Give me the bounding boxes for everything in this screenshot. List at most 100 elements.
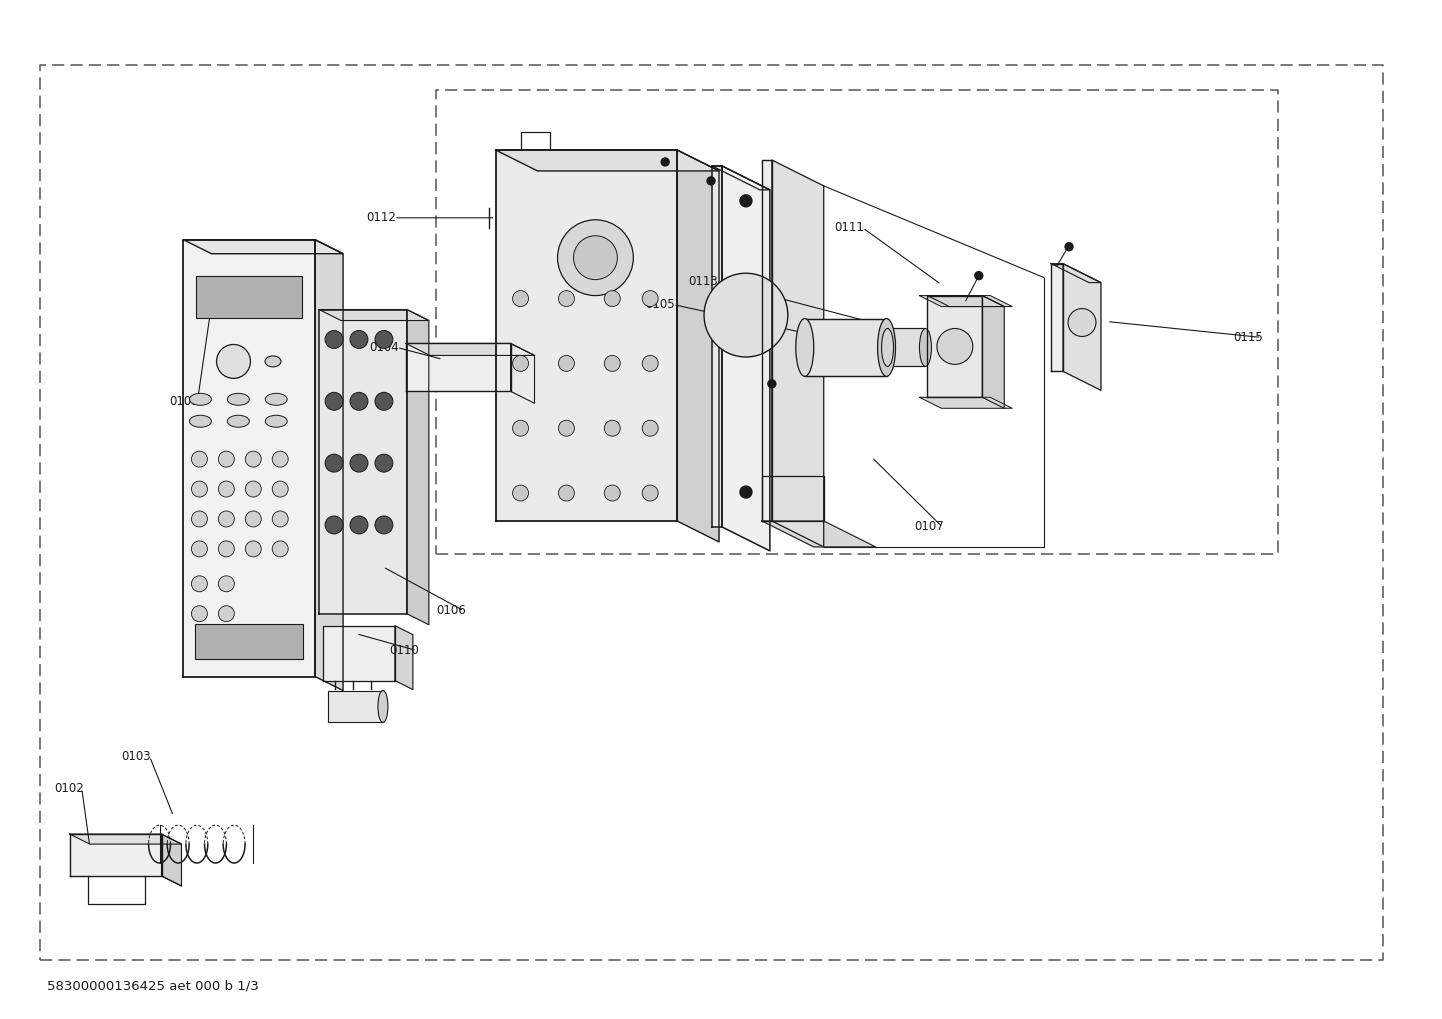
- Polygon shape: [162, 835, 182, 886]
- Circle shape: [512, 420, 529, 436]
- Circle shape: [662, 158, 669, 166]
- Polygon shape: [496, 150, 678, 521]
- Polygon shape: [920, 397, 1012, 409]
- Ellipse shape: [265, 356, 281, 367]
- Ellipse shape: [265, 416, 287, 427]
- Circle shape: [192, 451, 208, 467]
- Circle shape: [216, 344, 251, 378]
- Circle shape: [192, 576, 208, 592]
- Text: 0106: 0106: [435, 604, 466, 618]
- Circle shape: [350, 330, 368, 348]
- Circle shape: [604, 356, 620, 371]
- Circle shape: [512, 290, 529, 307]
- Text: 58300000136425 aet 000 b 1/3: 58300000136425 aet 000 b 1/3: [46, 979, 258, 993]
- Polygon shape: [407, 310, 428, 625]
- Polygon shape: [69, 835, 182, 844]
- Polygon shape: [1051, 264, 1063, 371]
- Polygon shape: [405, 343, 535, 356]
- Polygon shape: [712, 166, 722, 527]
- Circle shape: [707, 177, 715, 184]
- Polygon shape: [982, 296, 1004, 409]
- Polygon shape: [678, 150, 720, 542]
- Circle shape: [375, 454, 392, 472]
- Text: 0105: 0105: [645, 299, 675, 311]
- Circle shape: [642, 356, 658, 371]
- Circle shape: [769, 380, 776, 388]
- Text: 0102: 0102: [53, 782, 84, 795]
- Circle shape: [558, 420, 574, 436]
- Polygon shape: [927, 296, 982, 397]
- Ellipse shape: [878, 319, 895, 376]
- Ellipse shape: [881, 328, 894, 367]
- Circle shape: [1069, 309, 1096, 336]
- Circle shape: [324, 516, 343, 534]
- Circle shape: [273, 511, 288, 527]
- Ellipse shape: [189, 393, 212, 406]
- Ellipse shape: [228, 393, 249, 406]
- Circle shape: [218, 541, 235, 556]
- Circle shape: [218, 481, 235, 497]
- Circle shape: [604, 290, 620, 307]
- Circle shape: [604, 485, 620, 501]
- Circle shape: [192, 605, 208, 622]
- Polygon shape: [69, 835, 162, 876]
- Circle shape: [558, 290, 574, 307]
- Polygon shape: [722, 166, 770, 551]
- Polygon shape: [927, 296, 1004, 307]
- Text: 0111: 0111: [835, 221, 865, 234]
- Circle shape: [273, 451, 288, 467]
- Circle shape: [642, 420, 658, 436]
- Polygon shape: [316, 239, 343, 691]
- Circle shape: [704, 273, 787, 357]
- Text: 0113: 0113: [688, 275, 718, 288]
- Polygon shape: [496, 150, 720, 171]
- Ellipse shape: [920, 328, 932, 367]
- Polygon shape: [761, 476, 823, 521]
- Circle shape: [192, 481, 208, 497]
- Text: 0110: 0110: [389, 644, 418, 657]
- Circle shape: [350, 392, 368, 411]
- Polygon shape: [761, 160, 771, 521]
- Circle shape: [218, 576, 235, 592]
- Circle shape: [192, 511, 208, 527]
- Polygon shape: [319, 310, 407, 613]
- Polygon shape: [761, 521, 875, 547]
- Circle shape: [975, 272, 983, 279]
- Text: 0104: 0104: [369, 341, 398, 354]
- Bar: [805, 319, 887, 376]
- Polygon shape: [510, 343, 535, 404]
- Polygon shape: [395, 626, 412, 690]
- Circle shape: [245, 481, 261, 497]
- Circle shape: [273, 481, 288, 497]
- Circle shape: [1066, 243, 1073, 251]
- Bar: [887, 328, 926, 367]
- Circle shape: [192, 541, 208, 556]
- Circle shape: [375, 392, 392, 411]
- Text: 0101: 0101: [170, 394, 199, 408]
- Polygon shape: [183, 239, 343, 254]
- Polygon shape: [712, 166, 770, 190]
- Circle shape: [350, 516, 368, 534]
- Circle shape: [558, 356, 574, 371]
- Circle shape: [218, 511, 235, 527]
- Circle shape: [512, 485, 529, 501]
- Circle shape: [642, 485, 658, 501]
- Circle shape: [245, 451, 261, 467]
- Ellipse shape: [796, 319, 813, 376]
- Circle shape: [937, 328, 973, 365]
- Text: 0107: 0107: [914, 521, 945, 534]
- Circle shape: [375, 330, 392, 348]
- Circle shape: [324, 392, 343, 411]
- Ellipse shape: [378, 691, 388, 722]
- Polygon shape: [323, 626, 395, 681]
- Circle shape: [642, 290, 658, 307]
- Polygon shape: [920, 296, 1012, 307]
- Circle shape: [375, 516, 392, 534]
- Circle shape: [604, 420, 620, 436]
- Circle shape: [740, 195, 751, 207]
- Polygon shape: [1051, 264, 1100, 282]
- Circle shape: [350, 454, 368, 472]
- Circle shape: [512, 356, 529, 371]
- Polygon shape: [1063, 264, 1100, 390]
- Polygon shape: [405, 343, 510, 391]
